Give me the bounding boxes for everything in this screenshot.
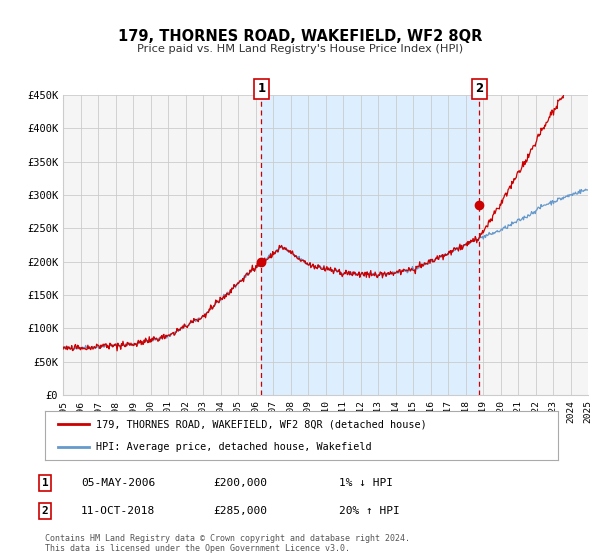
Text: £200,000: £200,000 [213, 478, 267, 488]
Text: 20% ↑ HPI: 20% ↑ HPI [339, 506, 400, 516]
Text: 1: 1 [41, 478, 49, 488]
Text: 2: 2 [475, 82, 483, 95]
Text: £285,000: £285,000 [213, 506, 267, 516]
Text: 1% ↓ HPI: 1% ↓ HPI [339, 478, 393, 488]
Text: Price paid vs. HM Land Registry's House Price Index (HPI): Price paid vs. HM Land Registry's House … [137, 44, 463, 54]
Text: Contains HM Land Registry data © Crown copyright and database right 2024.
This d: Contains HM Land Registry data © Crown c… [45, 534, 410, 553]
Text: 2: 2 [41, 506, 49, 516]
Text: 05-MAY-2006: 05-MAY-2006 [81, 478, 155, 488]
Text: 11-OCT-2018: 11-OCT-2018 [81, 506, 155, 516]
Bar [262, 95, 479, 395]
Text: HPI: Average price, detached house, Wakefield: HPI: Average price, detached house, Wake… [97, 442, 372, 452]
Text: 179, THORNES ROAD, WAKEFIELD, WF2 8QR: 179, THORNES ROAD, WAKEFIELD, WF2 8QR [118, 29, 482, 44]
Text: 179, THORNES ROAD, WAKEFIELD, WF2 8QR (detached house): 179, THORNES ROAD, WAKEFIELD, WF2 8QR (d… [97, 419, 427, 430]
Text: 1: 1 [257, 82, 266, 95]
